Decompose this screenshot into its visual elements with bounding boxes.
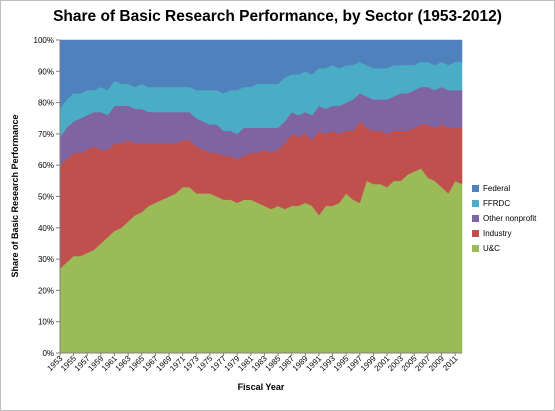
legend-swatch (472, 200, 479, 207)
legend-item: Federal (472, 181, 536, 196)
y-tick-label: 30% (38, 255, 54, 264)
legend-label: FFRDC (483, 199, 511, 208)
y-tick-label: 10% (38, 318, 54, 327)
legend: Federal FFRDC Other nonprofit Industry U&C (472, 181, 536, 256)
legend-item: Other nonprofit (472, 211, 536, 226)
legend-label: Federal (483, 184, 511, 193)
legend-swatch (472, 185, 479, 192)
chart-title: Share of Basic Research Performance, by … (53, 8, 502, 25)
legend-swatch (472, 215, 479, 222)
legend-swatch (472, 245, 479, 252)
y-tick-label: 60% (38, 161, 54, 170)
y-tick-label: 0% (42, 349, 54, 358)
y-tick-label: 90% (38, 67, 54, 76)
legend-item: U&C (472, 241, 536, 256)
legend-item: FFRDC (472, 196, 536, 211)
y-tick-label: 50% (38, 193, 54, 202)
y-tick-label: 70% (38, 130, 54, 139)
legend-item: Industry (472, 226, 536, 241)
x-axis-label: Fiscal Year (237, 382, 285, 392)
x-tick-label: 2011 (441, 354, 460, 373)
area-series-4 (59, 39, 463, 110)
y-tick-label: 40% (38, 224, 54, 233)
legend-swatch (472, 230, 479, 237)
legend-label: Other nonprofit (483, 214, 537, 223)
legend-label: Industry (483, 229, 512, 238)
legend-label: U&C (483, 244, 500, 253)
y-tick-label: 100% (34, 36, 54, 45)
y-tick-label: 80% (38, 99, 54, 108)
y-tick-label: 20% (38, 286, 54, 295)
